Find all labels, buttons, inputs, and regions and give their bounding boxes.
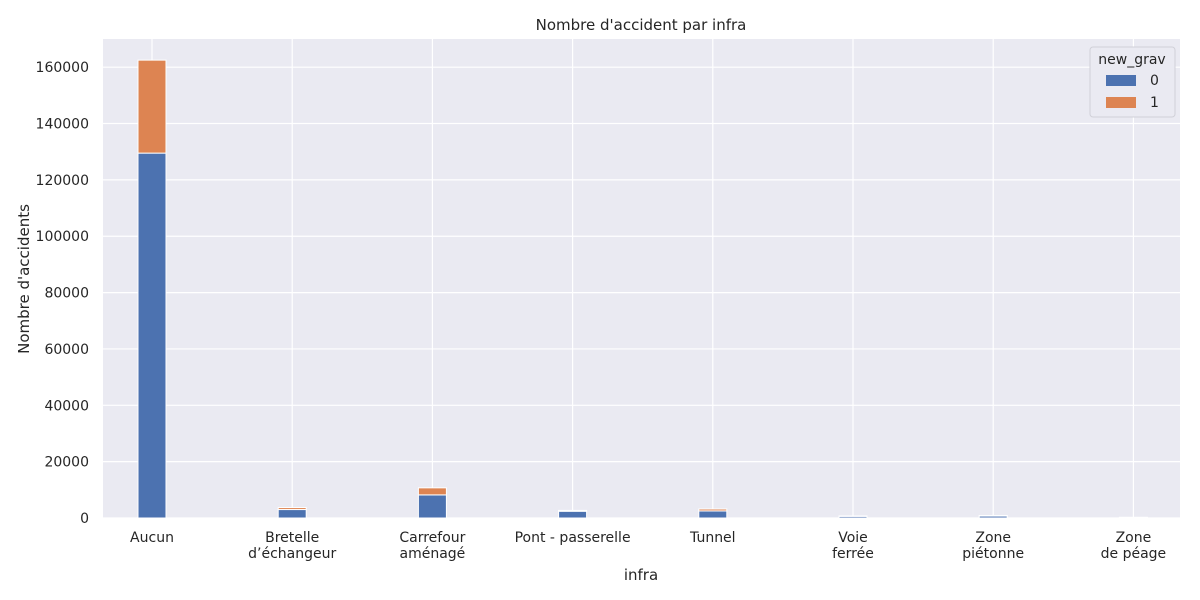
plot-area — [103, 39, 1180, 518]
bar-series-1 — [978, 514, 1008, 517]
bar-series-0 — [417, 494, 447, 519]
legend-swatch — [1106, 75, 1136, 86]
x-tick-label: Carrefour aménagé — [399, 530, 465, 562]
legend-title: new_grav — [1098, 52, 1165, 68]
bar-series-0 — [137, 152, 167, 519]
bar-series-1 — [698, 508, 728, 512]
y-tick-label: 160000 — [36, 60, 89, 76]
y-axis-ticks: 0 20000 40000 60000 80000 100000 120000 140000 1… — [36, 60, 89, 527]
legend-swatch — [1106, 97, 1136, 108]
y-tick-label: 0 — [80, 511, 89, 527]
legend: new_grav 0 1 — [1089, 46, 1176, 118]
bar-series-1 — [417, 487, 447, 496]
y-tick-label: 80000 — [44, 286, 89, 302]
x-tick-label: Bretelle d’échangeur — [248, 530, 336, 562]
bar-series-1 — [558, 509, 588, 512]
y-tick-label: 20000 — [44, 455, 89, 471]
bar-series-0 — [698, 510, 728, 519]
legend-label: 1 — [1150, 95, 1159, 111]
x-tick-label: Zone piétonne — [962, 530, 1024, 562]
y-tick-label: 40000 — [44, 398, 89, 414]
bar-series-0 — [558, 510, 588, 519]
y-tick-label: 120000 — [36, 173, 89, 189]
x-tick-label: Voie ferrée — [832, 530, 874, 562]
bars — [137, 59, 1148, 519]
x-tick-label: Pont - passerelle — [515, 530, 631, 546]
y-tick-label: 100000 — [36, 229, 89, 245]
bar-series-1 — [137, 59, 167, 154]
y-axis-label: Nombre d'accidents — [15, 204, 33, 354]
y-tick-label: 140000 — [36, 117, 89, 133]
gridlines — [103, 39, 1180, 519]
y-tick-label: 60000 — [44, 342, 89, 358]
x-axis-ticks: Aucun Bretelle d’échangeur Carrefour aménagé… — [130, 530, 1166, 562]
legend-label: 0 — [1150, 73, 1159, 89]
chart-title: Nombre d'accident par infra — [536, 16, 747, 34]
bar-series-1 — [277, 507, 307, 511]
x-tick-label: Zone de péage — [1101, 530, 1167, 562]
x-tick-label: Tunnel — [689, 530, 736, 546]
x-axis-label: infra — [624, 566, 658, 584]
x-tick-label: Aucun — [130, 530, 174, 546]
bar-series-0 — [277, 509, 307, 519]
